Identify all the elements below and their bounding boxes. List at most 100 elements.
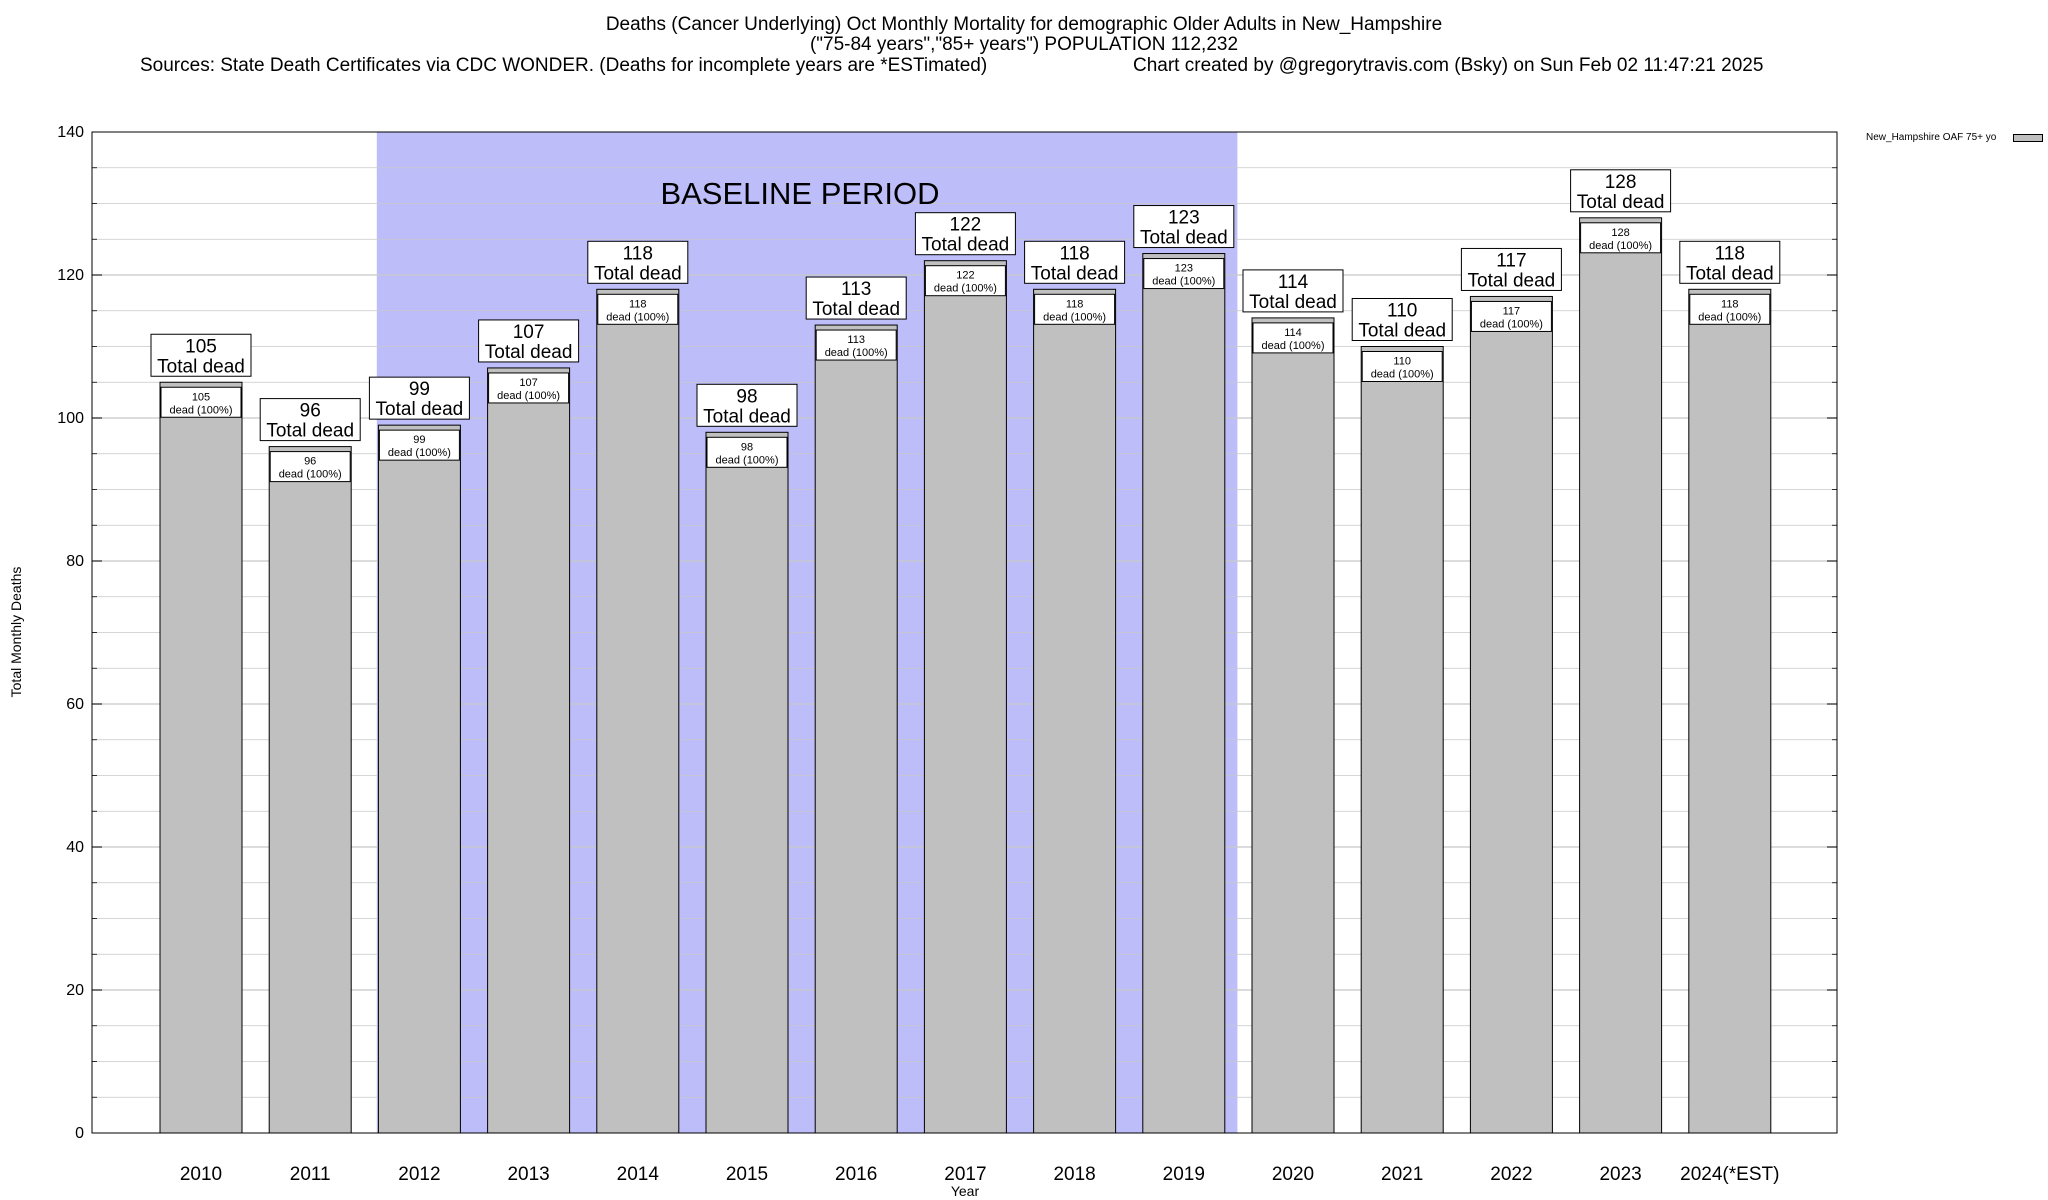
bar-total-label-box <box>805 276 907 320</box>
bar <box>1142 253 1226 1134</box>
bar-inner-value: 107 <box>519 377 537 389</box>
x-tick-label: 2017 <box>944 1164 986 1185</box>
bar-total-label-box <box>1679 240 1781 284</box>
bar-inner-label: dead (100%) <box>934 283 997 295</box>
bar-total-label-box <box>478 319 580 363</box>
bar <box>1360 346 1444 1134</box>
x-tick-label: 2019 <box>1163 1164 1205 1185</box>
bar <box>487 367 571 1134</box>
bar-inner-value: 117 <box>1503 305 1521 317</box>
bar-total-value: 98 <box>736 386 757 407</box>
bar-inner-value: 123 <box>1175 263 1193 275</box>
bar-total-value: 118 <box>1059 243 1089 264</box>
bar-inner-label-box <box>706 436 788 468</box>
bar <box>1579 217 1663 1134</box>
chart-title: Deaths (Cancer Underlying) Oct Monthly M… <box>605 14 1443 35</box>
bar <box>923 260 1007 1134</box>
plot-frame <box>91 131 1838 1134</box>
y-tick-label: 120 <box>57 267 84 284</box>
bar <box>159 381 243 1134</box>
bar-total-label: Total dead <box>1358 321 1446 342</box>
x-tick-label: 2011 <box>290 1164 331 1185</box>
bar-inner-label: dead (100%) <box>388 447 451 459</box>
bar-inner-label-box <box>1143 258 1225 290</box>
bar-total-label: Total dead <box>1686 263 1774 284</box>
bar-inner-value: 114 <box>1284 327 1302 339</box>
bar-inner-label: dead (100%) <box>606 311 669 323</box>
bar-inner-value: 118 <box>1721 298 1739 310</box>
x-tick-label: 2021 <box>1381 1164 1423 1185</box>
bar-total-label-box <box>1133 205 1235 249</box>
bar-inner-label: dead (100%) <box>497 390 560 402</box>
bar-total-label: Total dead <box>812 299 900 320</box>
bar-inner-label-box <box>1689 293 1771 325</box>
chart-subtitle: ("75-84 years","85+ years") POPULATION 1… <box>809 34 1239 55</box>
bar-total-label: Total dead <box>703 406 791 427</box>
y-axis-title: Total Monthly Deaths <box>8 567 24 698</box>
bar <box>1251 317 1335 1134</box>
bar-inner-label-box <box>815 329 897 361</box>
x-tick-label: 2024(*EST) <box>1680 1164 1779 1185</box>
bar-total-label-box <box>1242 269 1344 313</box>
x-tick-label: 2018 <box>1053 1164 1095 1185</box>
bar-inner-label-box <box>378 429 460 461</box>
bar-total-value: 122 <box>950 215 982 236</box>
bar-inner-label: dead (100%) <box>170 404 233 416</box>
bar-total-label: Total dead <box>1140 228 1228 249</box>
bar-total-value: 117 <box>1496 250 1526 271</box>
x-tick-label: 2010 <box>180 1164 222 1185</box>
bar-inner-label: dead (100%) <box>279 469 342 481</box>
bar-inner-label: dead (100%) <box>716 454 779 466</box>
bar-inner-label-box <box>597 293 679 325</box>
bar-total-label: Total dead <box>376 399 464 420</box>
bar-inner-value: 113 <box>847 334 865 346</box>
x-tick-label: 2013 <box>507 1164 549 1185</box>
bar-total-value: 99 <box>409 379 430 400</box>
bar-inner-label-box <box>1361 351 1443 382</box>
bar <box>814 324 898 1134</box>
bar-inner-label: dead (100%) <box>1262 340 1325 352</box>
bar-total-value: 118 <box>1715 243 1745 264</box>
bar <box>596 288 680 1134</box>
bar-inner-value: 118 <box>1066 298 1084 310</box>
bar-total-value: 105 <box>185 336 217 357</box>
source-note: Sources: State Death Certificates via CD… <box>140 55 988 76</box>
bar-inner-value: 128 <box>1611 227 1629 239</box>
legend-label: New_Hampshire OAF 75+ yo <box>1866 132 1997 143</box>
bar-total-label-box <box>1024 240 1126 284</box>
bar-total-label-box <box>1351 298 1453 341</box>
bar-inner-value: 105 <box>192 391 210 403</box>
bar-total-label: Total dead <box>1031 263 1119 284</box>
bar-inner-label: dead (100%) <box>1480 318 1543 330</box>
bar-inner-value: 110 <box>1393 356 1411 368</box>
bar-total-label: Total dead <box>1468 270 1556 291</box>
bar-inner-label: dead (100%) <box>1152 276 1215 288</box>
y-tick-label: 80 <box>66 553 84 570</box>
bar-total-label: Total dead <box>1249 292 1337 313</box>
bar-total-value: 118 <box>623 243 653 264</box>
y-tick-label: 20 <box>66 982 84 999</box>
legend-swatch <box>2013 134 2043 142</box>
y-tick-label: 140 <box>57 124 84 141</box>
bar-inner-value: 98 <box>741 441 753 453</box>
bar <box>1033 288 1117 1134</box>
bar-total-value: 107 <box>513 322 545 343</box>
bar-inner-label: dead (100%) <box>1589 240 1652 252</box>
bar-inner-label: dead (100%) <box>1698 311 1761 323</box>
bar-inner-label-box <box>1034 293 1116 325</box>
bar-total-label: Total dead <box>1577 192 1665 213</box>
x-tick-label: 2015 <box>726 1164 768 1185</box>
bar-inner-label-box <box>160 386 242 418</box>
bar-inner-label-box <box>1470 300 1552 332</box>
y-tick-label: 60 <box>66 696 84 713</box>
bar-inner-value: 99 <box>413 434 425 446</box>
bar-inner-label-box <box>1580 222 1662 254</box>
bar-total-label-box <box>696 383 798 427</box>
bar-total-label: Total dead <box>266 421 354 442</box>
bar-total-value: 128 <box>1605 172 1637 193</box>
bar-total-value: 123 <box>1168 208 1200 229</box>
bar-total-label-box <box>150 333 252 377</box>
bar-total-label-box <box>259 398 361 442</box>
credit-note: Chart created by @gregorytravis.com (Bsk… <box>1133 55 1764 76</box>
